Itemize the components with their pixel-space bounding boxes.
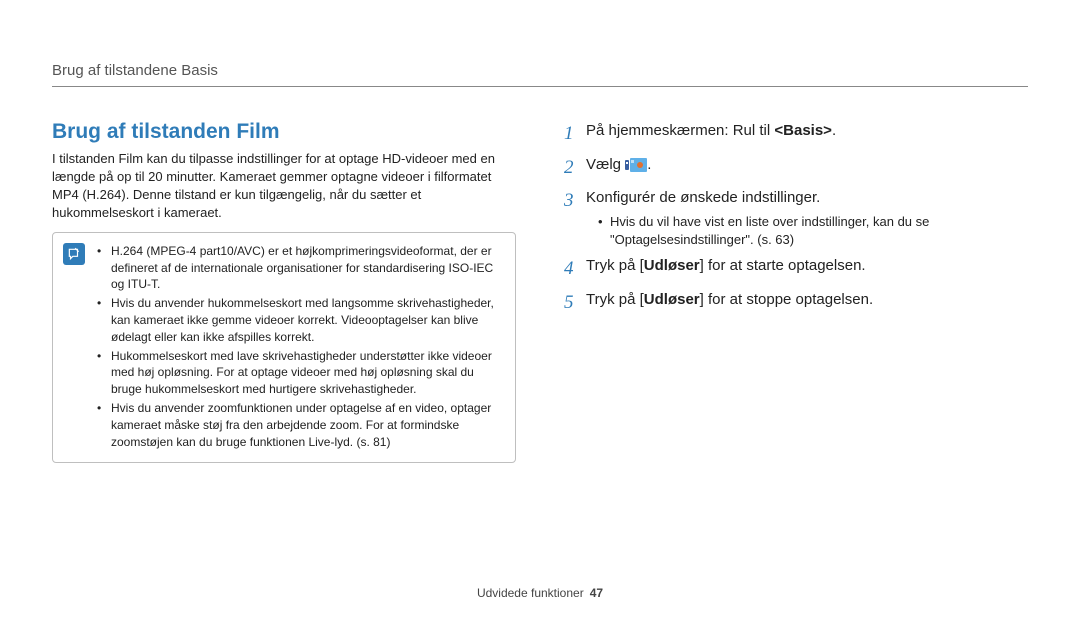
step-item: 3 Konfigurér de ønskede indstillinger. H… [564, 187, 1028, 249]
breadcrumb: Brug af tilstandene Basis [52, 62, 218, 79]
step-text: Tryk på [Udløser] for at stoppe optagels… [586, 289, 1028, 311]
step-item: 4 Tryk på [Udløser] for at starte optage… [564, 255, 1028, 283]
note-item: Hvis du anvender zoomfunktionen under op… [97, 400, 501, 450]
footer-section: Udvidede funktioner [477, 586, 584, 600]
step-item: 5 Tryk på [Udløser] for at stoppe optage… [564, 289, 1028, 317]
movie-mode-icon [625, 157, 647, 171]
step-number: 5 [564, 289, 586, 317]
right-column: 1 På hjemmeskærmen: Rul til <Basis>. 2 V… [564, 62, 1028, 463]
note-icon [63, 243, 85, 265]
step-text: Vælg . [586, 154, 1028, 176]
step-text-post: ] for at starte optagelsen. [700, 257, 866, 274]
note-box: H.264 (MPEG-4 part10/AVC) er et højkompr… [52, 232, 516, 464]
step-text-post: . [647, 156, 651, 173]
page-number: 47 [590, 586, 603, 600]
page-footer: Udvidede funktioner 47 [0, 586, 1080, 600]
step-list: 1 På hjemmeskærmen: Rul til <Basis>. 2 V… [564, 120, 1028, 316]
step-text: Tryk på [Udløser] for at starte optagels… [586, 255, 1028, 277]
step-number: 2 [564, 154, 586, 182]
header-rule [52, 86, 1028, 87]
step-item: 1 På hjemmeskærmen: Rul til <Basis>. [564, 120, 1028, 148]
note-item: Hukommelseskort med lave skrivehastighed… [97, 348, 501, 398]
note-item: Hvis du anvender hukommelseskort med lan… [97, 295, 501, 345]
step-text-post: ] for at stoppe optagelsen. [700, 291, 873, 308]
step-text-pre: Tryk på [ [586, 291, 644, 308]
step-text-pre: Tryk på [ [586, 257, 644, 274]
step-number: 3 [564, 187, 586, 215]
note-item: H.264 (MPEG-4 part10/AVC) er et højkompr… [97, 243, 501, 293]
note-list: H.264 (MPEG-4 part10/AVC) er et højkompr… [97, 243, 501, 451]
step-number: 1 [564, 120, 586, 148]
step-text-pre: Vælg [586, 156, 625, 173]
step-text-pre: På hjemmeskærmen: Rul til [586, 122, 774, 139]
step-text-bold: <Basis> [774, 122, 832, 139]
step-sub-bullet: Hvis du vil have vist en liste over inds… [598, 213, 1028, 249]
step-text-post: . [832, 122, 836, 139]
step-text-pre: Konfigurér de ønskede indstillinger. [586, 189, 820, 206]
section-title: Brug af tilstanden Film [52, 120, 516, 144]
step-item: 2 Vælg . [564, 154, 1028, 182]
step-text-bold: Udløser [644, 291, 700, 308]
left-column: Brug af tilstanden Film I tilstanden Fil… [52, 62, 516, 463]
step-text-bold: Udløser [644, 257, 700, 274]
step-text: Konfigurér de ønskede indstillinger. Hvi… [586, 187, 1028, 249]
step-text: På hjemmeskærmen: Rul til <Basis>. [586, 120, 1028, 142]
step-number: 4 [564, 255, 586, 283]
intro-paragraph: I tilstanden Film kan du tilpasse indsti… [52, 150, 516, 222]
